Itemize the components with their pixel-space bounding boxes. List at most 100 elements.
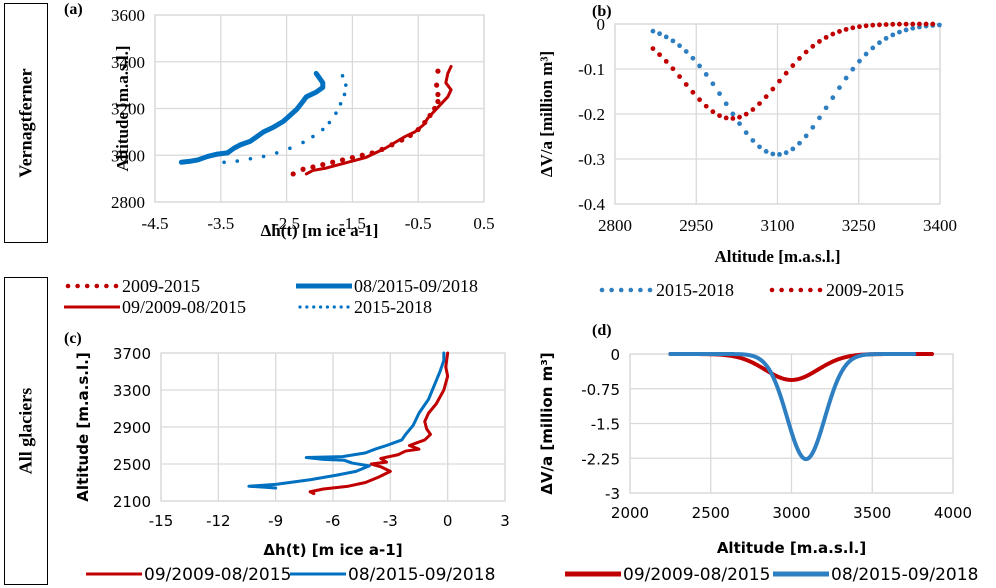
data-point xyxy=(803,49,809,55)
data-point xyxy=(757,144,762,150)
data-point xyxy=(301,140,305,145)
data-point xyxy=(717,91,722,97)
x-tick-label: 3250 xyxy=(842,216,876,235)
legend-swatch-dot xyxy=(808,287,813,293)
legend-swatch-dot xyxy=(638,287,643,293)
data-point xyxy=(923,21,929,27)
data-point xyxy=(670,66,676,72)
data-point xyxy=(349,154,355,161)
series-line-0 xyxy=(668,352,935,382)
data-point xyxy=(703,103,709,109)
legend-item: 2009-2015 xyxy=(65,276,200,296)
data-point xyxy=(763,149,769,154)
x-tick-label: -2.5 xyxy=(273,214,300,233)
data-point xyxy=(797,140,802,146)
data-point xyxy=(311,134,315,139)
chart-panel-a: -4.5 -3.5 -2.5 -1.5 -0.5 0.5 2800 3000 3200 3400 3… xyxy=(64,1,495,317)
y-axis-title: ΔV/a [million m³] xyxy=(538,352,556,494)
y-tick-label: -3 xyxy=(605,485,620,503)
data-point xyxy=(248,156,253,161)
y-tick-label: -1.5 xyxy=(591,416,620,434)
data-point xyxy=(857,58,862,64)
x-tick-label: 2000 xyxy=(611,504,649,522)
legend-swatch-dot xyxy=(312,305,316,309)
legend-swatch-dot xyxy=(305,305,309,309)
x-tick-label: -9 xyxy=(268,512,283,530)
legend-swatch-dot xyxy=(599,287,605,293)
chart-panel-c: -15 -12 -9 -6 -3 0 3 2100 2500 2900 3300 3700 Δh(t) … xyxy=(64,330,510,585)
data-point xyxy=(930,21,936,27)
x-tick-label: 2950 xyxy=(679,216,713,235)
legend-label: 08/2015-09/2018 xyxy=(348,565,495,585)
legend-label: 2009-2015 xyxy=(122,276,200,296)
legend-swatch-dot xyxy=(788,287,794,293)
data-point xyxy=(790,63,796,68)
legend-swatch-dot xyxy=(817,287,823,293)
data-point xyxy=(803,133,809,139)
plot-area-frame xyxy=(154,14,485,203)
data-point xyxy=(903,21,909,27)
data-point xyxy=(837,29,842,34)
data-point xyxy=(327,120,332,125)
legend-swatch-dot xyxy=(75,283,80,289)
y-axis-title: Altitude [m.a.s.l.] xyxy=(113,45,132,171)
legend-swatch-dot xyxy=(628,287,634,293)
data-point xyxy=(843,75,849,81)
y-tick-label: -0.75 xyxy=(581,381,620,399)
x-tick-label: -12 xyxy=(206,512,231,530)
legend-swatch-dot xyxy=(325,305,330,309)
data-point xyxy=(737,121,742,127)
legend-item: 08/2015-09/2018 xyxy=(773,565,978,585)
y-tick-label: -2.25 xyxy=(581,450,620,468)
x-tick-label: -6 xyxy=(326,512,341,530)
series-line-0 xyxy=(308,351,450,496)
data-point xyxy=(750,138,756,143)
data-point xyxy=(883,22,889,27)
legend-label: 2015-2018 xyxy=(354,297,432,317)
data-point xyxy=(837,85,842,91)
legend-swatch-dot xyxy=(647,287,653,293)
data-point xyxy=(750,107,756,112)
data-point xyxy=(823,105,829,111)
data-point xyxy=(817,115,822,121)
series-line-1 xyxy=(668,352,917,462)
x-tick-label: 2500 xyxy=(692,504,730,522)
data-point xyxy=(910,25,916,31)
data-point xyxy=(663,58,669,64)
legend-swatch-dot xyxy=(339,305,343,309)
legend-swatch-dot xyxy=(84,283,90,289)
panel-label: (a) xyxy=(64,1,83,18)
legend-swatch-dot xyxy=(798,287,804,293)
data-point xyxy=(344,83,348,87)
data-point xyxy=(710,109,716,115)
data-point xyxy=(334,111,338,115)
data-point xyxy=(435,98,441,105)
panel-label: (d) xyxy=(592,322,612,339)
data-point xyxy=(737,114,742,120)
legend-item: 08/2015-09/2018 xyxy=(290,565,495,585)
chart-panel-b: 2800 2950 3100 3250 3400 0 -0.1 -0.2 -0.3 -0.4 Alt… xyxy=(537,3,957,300)
legend-label: 09/2009-08/2015 xyxy=(144,565,291,585)
legend-swatch-dot xyxy=(318,305,323,309)
x-tick-label: 0 xyxy=(443,512,453,530)
data-point xyxy=(903,27,909,33)
data-point xyxy=(730,116,736,121)
legend-item: 08/2015-09/2018 xyxy=(296,276,478,296)
legend-swatch-dot xyxy=(298,305,302,309)
x-tick-label: 0.5 xyxy=(473,214,494,233)
x-tick-label: 3000 xyxy=(772,504,810,522)
data-point xyxy=(890,32,896,38)
series-line-1 xyxy=(178,70,326,165)
data-point xyxy=(677,74,682,79)
data-point xyxy=(339,157,346,163)
data-point xyxy=(330,159,336,165)
x-tick-label: 4000 xyxy=(934,504,972,522)
data-point xyxy=(320,127,325,132)
legend-item: 09/2009-08/2015 xyxy=(64,297,246,317)
data-point xyxy=(883,35,889,41)
y-tick-label: -0.1 xyxy=(578,60,605,79)
data-point xyxy=(697,63,702,69)
data-point xyxy=(690,89,696,95)
data-point xyxy=(817,39,822,44)
